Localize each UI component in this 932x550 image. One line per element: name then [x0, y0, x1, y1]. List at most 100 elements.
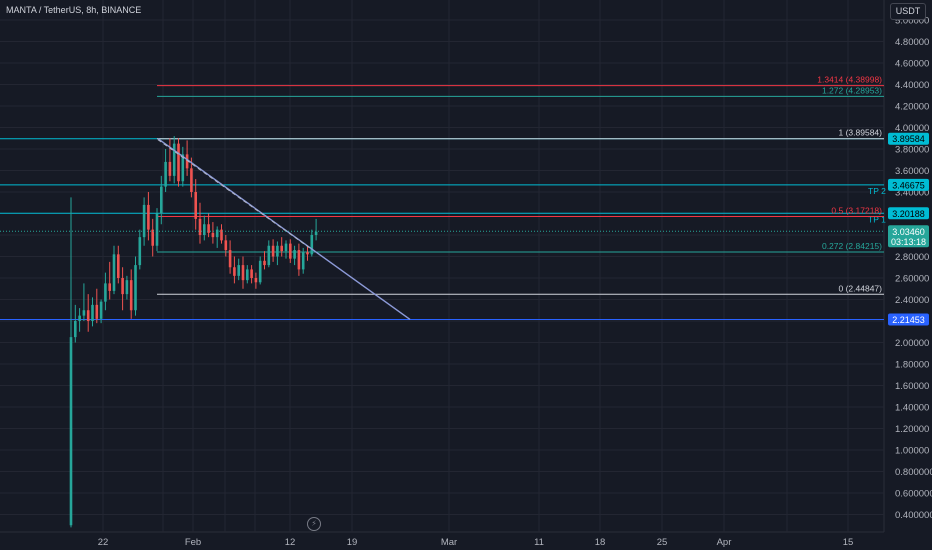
candle-body [301, 252, 305, 270]
candle-body [271, 245, 275, 257]
price-tag [888, 178, 929, 191]
candle-body [177, 143, 180, 182]
trendline-dashed [157, 139, 311, 249]
y-tick-label: 5.00000 [895, 16, 929, 27]
candle-body [160, 186, 163, 214]
candle-body [151, 229, 154, 246]
candle-body [203, 224, 206, 235]
x-tick-label: 22 [98, 537, 109, 548]
x-tick-label: 18 [595, 537, 606, 548]
candle-body [142, 204, 146, 238]
chart-title: MANTA / TetherUS, 8h, BINANCE [6, 5, 142, 15]
fib-level-label: 0.272 (2.84215) [822, 241, 882, 251]
candle-body [254, 278, 258, 283]
x-tick-label: Feb [185, 537, 201, 548]
candle-body [185, 154, 189, 169]
candle-body [241, 265, 245, 281]
x-tick-label: 11 [534, 537, 544, 548]
price-tag-text: 3.89584 [892, 134, 925, 144]
y-tick-label: 0.400000 [895, 510, 932, 521]
fib-level-label: 1.3414 (4.38998) [817, 75, 882, 85]
candle-body [86, 310, 90, 321]
candle-body [104, 283, 107, 302]
candle-body [310, 235, 314, 255]
candle-body [164, 161, 167, 187]
candle-body [267, 245, 271, 266]
y-tick-label: 2.40000 [895, 295, 929, 306]
y-tick-label: 4.00000 [895, 123, 929, 134]
y-tick-label: 4.80000 [895, 37, 929, 48]
candle-body [207, 224, 210, 233]
candle-body [125, 280, 129, 295]
candle-body [112, 254, 116, 291]
candle-body [134, 265, 137, 311]
y-tick-label: 3.60000 [895, 166, 929, 177]
candle-body [172, 143, 176, 176]
candle-body [263, 260, 266, 266]
candle-body [233, 267, 236, 276]
x-tick-label: 12 [285, 537, 296, 548]
candle-body [82, 310, 86, 316]
y-tick-label: 1.20000 [895, 424, 929, 435]
x-tick-label: 19 [347, 537, 358, 548]
x-tick-label: 25 [657, 537, 668, 548]
candle-body [95, 304, 99, 319]
candle-body [198, 218, 202, 235]
level-label: TP 1 [868, 214, 886, 224]
candle-body [194, 192, 197, 219]
y-tick-label: 3.40000 [895, 188, 929, 199]
candle-body [190, 168, 193, 192]
currency-button[interactable]: USDT [890, 3, 926, 20]
candle-body [155, 213, 159, 246]
candle-body [284, 243, 288, 252]
candle-body [181, 154, 185, 182]
last-price-tag [888, 225, 929, 248]
candle-body [237, 265, 240, 276]
candle-body [280, 245, 283, 252]
candle-body [74, 321, 77, 338]
candle-body [108, 283, 111, 291]
countdown-text: 03:13:18 [891, 237, 926, 247]
candle-body [69, 337, 73, 526]
candle-body [224, 240, 228, 251]
fib-level-label: 1.272 (4.28953) [822, 85, 882, 95]
candle-body [246, 269, 249, 281]
level-label: TP 2 [868, 186, 886, 196]
candle-body [121, 278, 124, 295]
fib-level-label: 1 (3.89584) [839, 128, 883, 138]
price-tag-text: 2.21453 [892, 315, 925, 325]
candle-body [306, 252, 309, 255]
x-tick-label: Mar [441, 537, 457, 548]
fib-level-label: 0.5 (3.17218) [831, 205, 882, 215]
candle-body [220, 229, 223, 241]
candle-body [78, 315, 81, 321]
candle-body [293, 250, 296, 259]
flash-icon[interactable]: ⚡ [307, 517, 321, 531]
candle-body [215, 229, 219, 238]
x-tick-label: Apr [717, 537, 732, 548]
price-tag-text: 3.46675 [892, 180, 925, 190]
candle-body [297, 250, 301, 270]
y-tick-label: 0.600000 [895, 489, 932, 500]
candle-body [276, 245, 279, 257]
candle-body [228, 250, 232, 268]
y-tick-label: 3.80000 [895, 145, 929, 156]
price-tag [888, 313, 929, 326]
y-tick-label: 1.00000 [895, 446, 929, 457]
y-tick-label: 4.20000 [895, 102, 929, 113]
candle-body [211, 232, 215, 238]
y-tick-label: 2.80000 [895, 252, 929, 263]
candle-body [250, 269, 253, 278]
y-tick-label: 2.00000 [895, 338, 929, 349]
candle-body [258, 260, 262, 283]
candle-body [91, 304, 94, 321]
x-tick-label: 15 [843, 537, 854, 548]
candle-body [99, 301, 103, 319]
last-price-text: 3.03460 [892, 227, 925, 237]
candle-body [129, 280, 133, 311]
y-tick-label: 2.60000 [895, 274, 929, 285]
candle-body [168, 161, 172, 176]
price-tag [888, 207, 929, 220]
y-tick-label: 4.40000 [895, 80, 929, 91]
